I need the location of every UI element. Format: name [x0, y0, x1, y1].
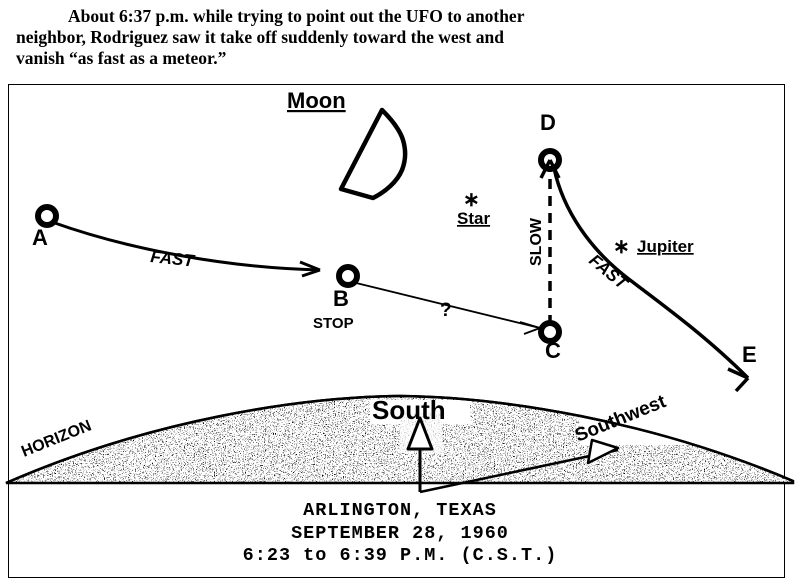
svg-text:∗: ∗ [463, 189, 480, 211]
svg-text:STOP: STOP [313, 315, 354, 332]
svg-text:Jupiter: Jupiter [637, 237, 694, 256]
svg-text:C: C [545, 338, 561, 363]
svg-text:∗: ∗ [613, 236, 630, 258]
svg-text:D: D [540, 110, 556, 135]
svg-text:Star: Star [457, 209, 490, 228]
svg-text:A: A [32, 225, 48, 250]
svg-text:South: South [372, 395, 446, 425]
svg-text:B: B [333, 286, 349, 311]
svg-text:SLOW: SLOW [528, 217, 545, 266]
svg-text:Moon: Moon [287, 88, 346, 113]
svg-text:E: E [742, 342, 757, 367]
svg-text:FAST: FAST [150, 247, 197, 271]
svg-text:?: ? [440, 300, 452, 321]
